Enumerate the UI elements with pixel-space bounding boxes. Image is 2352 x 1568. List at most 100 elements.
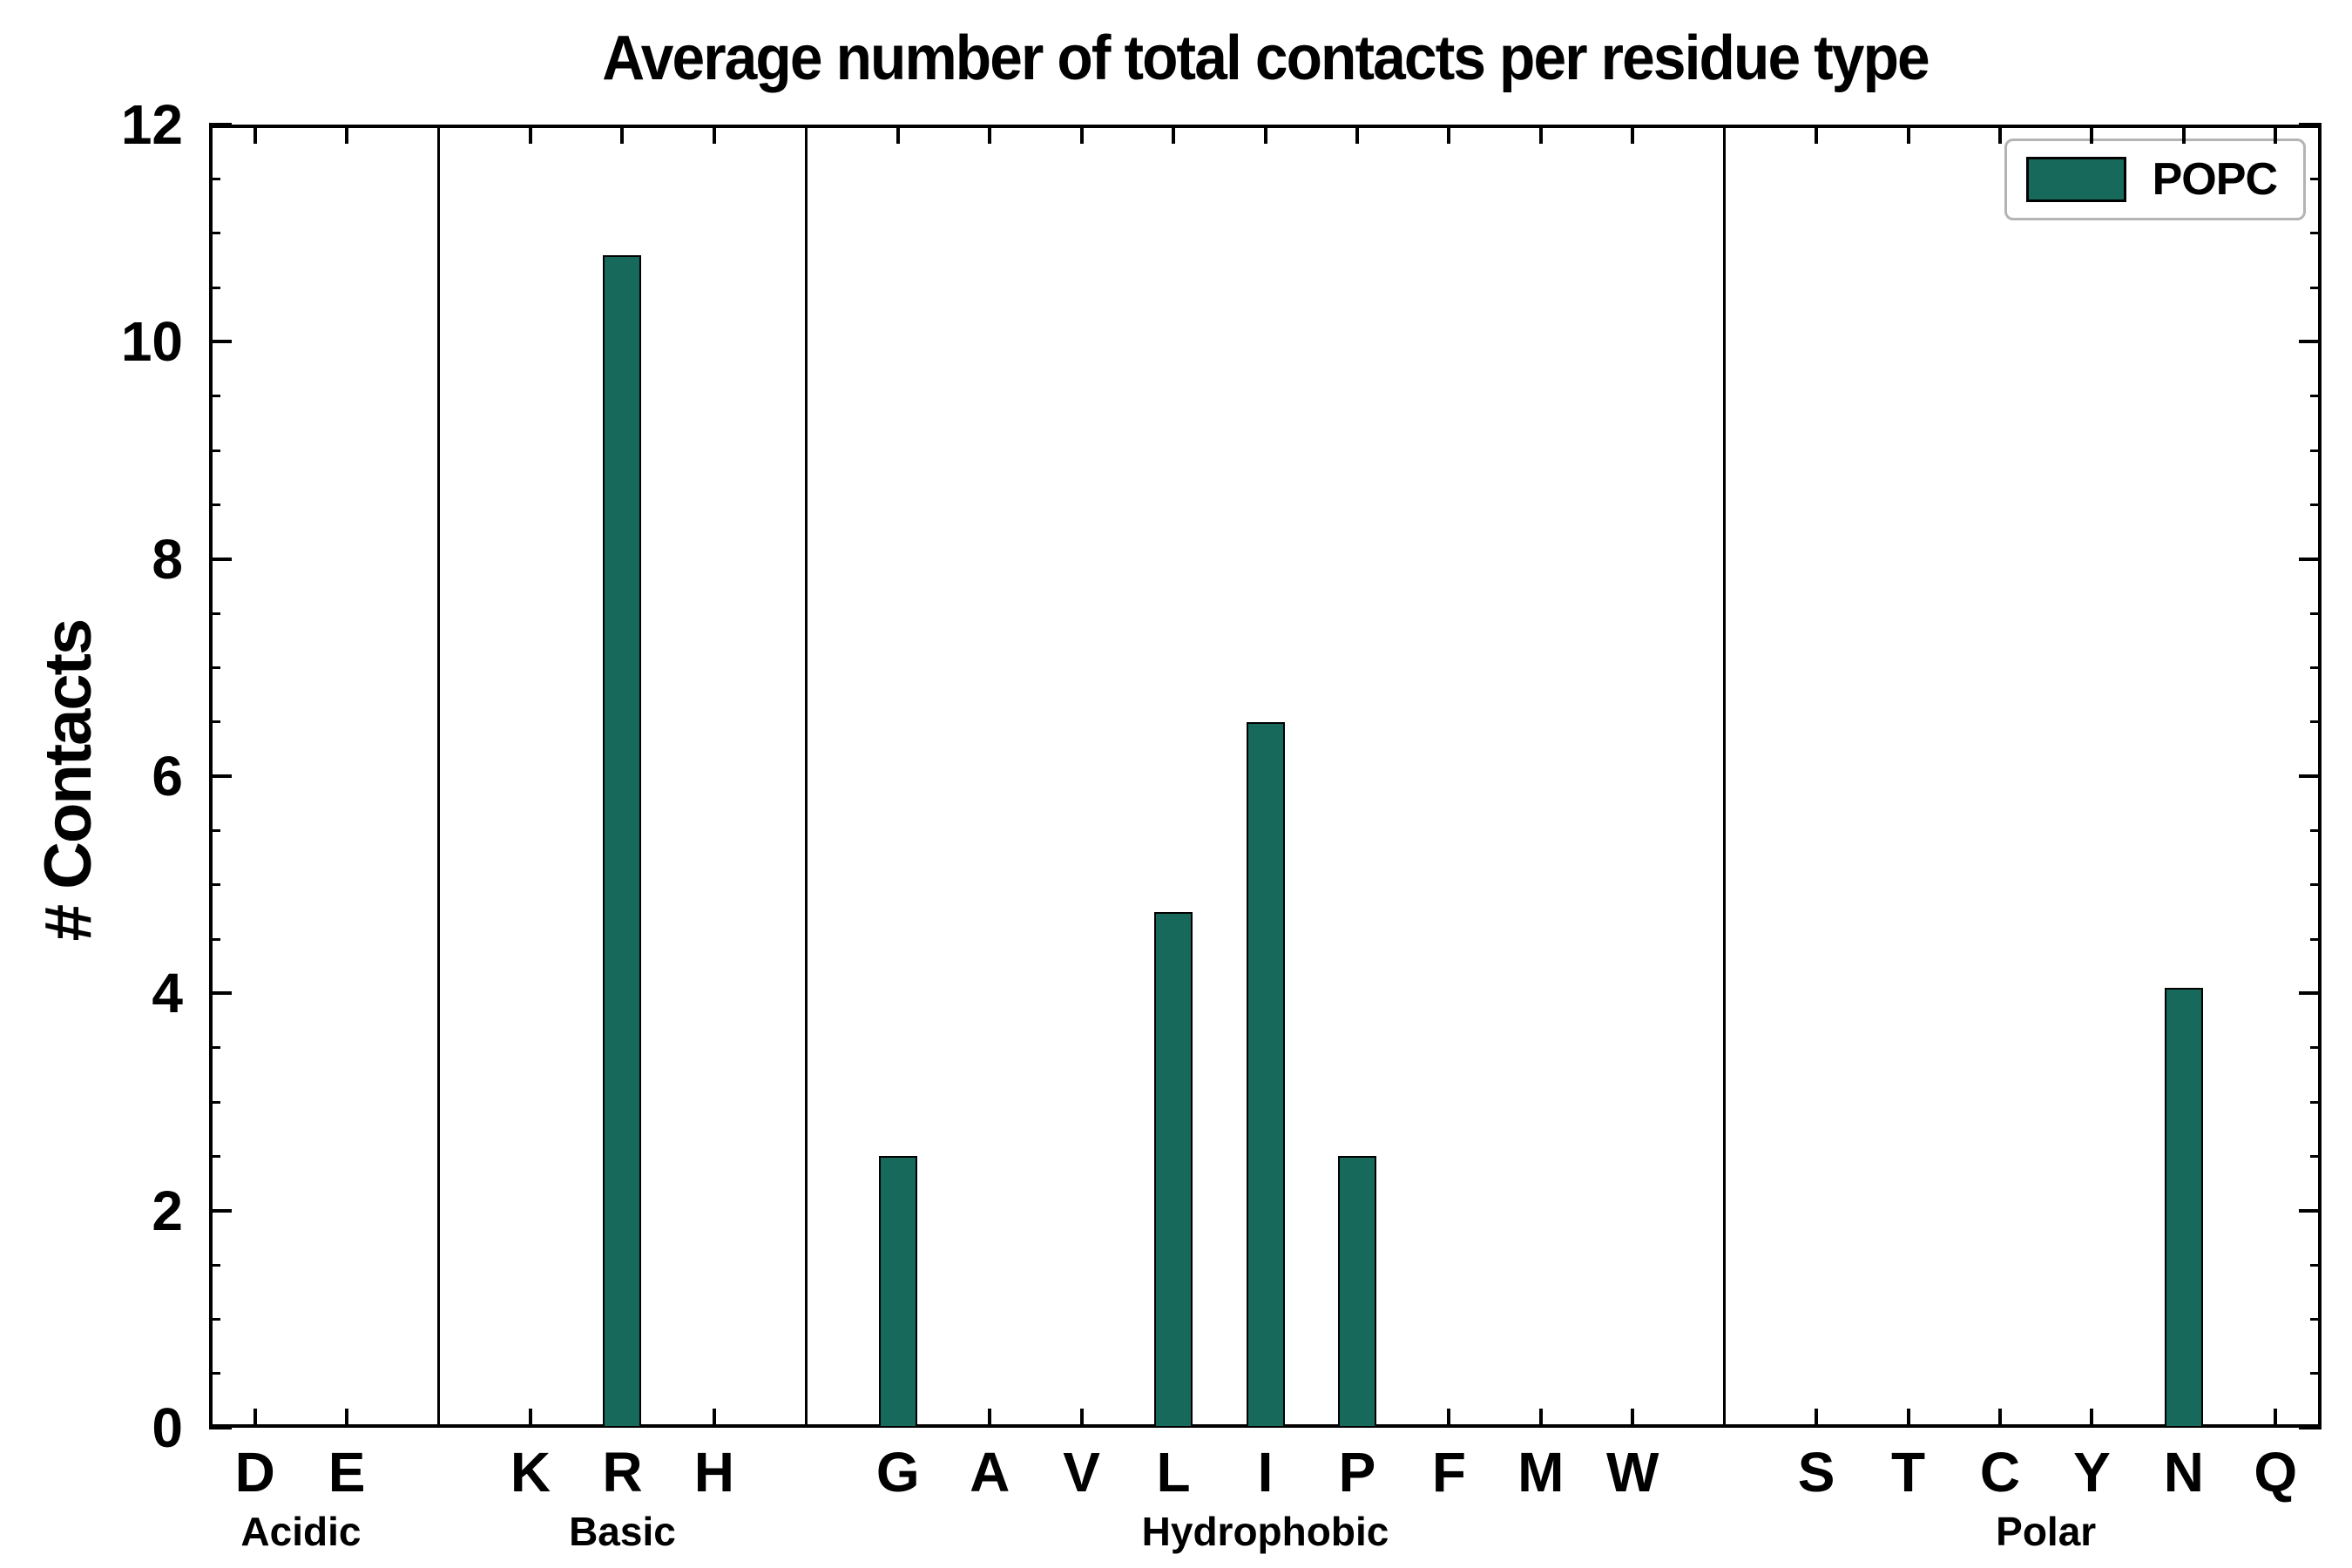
legend: POPC	[2004, 139, 2306, 220]
x-tick-top	[896, 125, 900, 144]
y-tick-left	[209, 1263, 220, 1267]
y-tick-left	[209, 177, 220, 180]
x-tick-top	[1263, 125, 1267, 144]
x-tick-label-P: P	[1338, 1441, 1376, 1504]
y-tick-left	[209, 828, 220, 832]
x-tick-top	[712, 125, 716, 144]
group-divider	[437, 125, 441, 1428]
y-tick-right	[2310, 449, 2322, 452]
bar-N	[2164, 988, 2203, 1428]
y-tick-right	[2299, 123, 2322, 126]
x-tick-bottom	[1815, 1409, 1819, 1428]
legend-swatch-icon	[2025, 157, 2126, 202]
x-tick-bottom	[1079, 1409, 1084, 1428]
y-tick-label: 8	[152, 527, 183, 591]
y-tick-left	[209, 1317, 220, 1321]
x-tick-label-I: I	[1257, 1441, 1274, 1504]
x-tick-label-Y: Y	[2073, 1441, 2111, 1504]
x-tick-label-D: D	[234, 1441, 275, 1504]
x-tick-label-R: R	[602, 1441, 643, 1504]
y-tick-right	[2310, 883, 2322, 887]
y-tick-right	[2310, 1100, 2322, 1104]
x-tick-label-S: S	[1797, 1441, 1835, 1504]
x-tick-top	[2090, 125, 2094, 144]
x-tick-top	[1172, 125, 1176, 144]
x-tick-top	[1997, 125, 2002, 144]
y-tick-left	[209, 1154, 220, 1158]
y-tick-right	[2310, 1263, 2322, 1267]
x-tick-label-C: C	[1979, 1441, 2021, 1504]
x-tick-label-N: N	[2163, 1441, 2204, 1504]
y-tick-left	[209, 395, 220, 398]
x-tick-bottom	[253, 1409, 257, 1428]
y-tick-left	[209, 1208, 232, 1213]
x-tick-top	[620, 125, 625, 144]
y-tick-left	[209, 503, 220, 506]
x-tick-top	[2181, 125, 2186, 144]
y-tick-left	[209, 449, 220, 452]
y-tick-right	[2310, 1046, 2322, 1050]
x-tick-bottom	[1447, 1409, 1451, 1428]
bar-L	[1154, 911, 1193, 1428]
y-tick-label: 4	[152, 962, 183, 1025]
y-tick-left	[209, 774, 232, 778]
x-tick-label-H: H	[693, 1441, 734, 1504]
y-tick-right	[2310, 937, 2322, 941]
y-tick-right	[2310, 720, 2322, 724]
x-tick-bottom	[712, 1409, 716, 1428]
y-tick-label: 0	[152, 1396, 183, 1459]
y-tick-left	[209, 612, 220, 615]
x-tick-top	[1631, 125, 1635, 144]
y-tick-left	[209, 991, 232, 996]
x-tick-label-K: K	[510, 1441, 551, 1504]
group-label-hydrophobic: Hydrophobic	[1141, 1509, 1389, 1554]
x-tick-bottom	[345, 1409, 349, 1428]
x-tick-label-W: W	[1606, 1441, 1659, 1504]
x-tick-bottom	[529, 1409, 533, 1428]
y-tick-left	[209, 1100, 220, 1104]
x-tick-label-V: V	[1063, 1441, 1100, 1504]
x-tick-label-L: L	[1156, 1441, 1191, 1504]
y-tick-right	[2299, 1426, 2322, 1429]
y-tick-left	[209, 232, 220, 235]
x-tick-label-F: F	[1431, 1441, 1466, 1504]
y-tick-label: 12	[120, 93, 183, 156]
x-tick-bottom	[1631, 1409, 1635, 1428]
y-tick-right	[2310, 1154, 2322, 1158]
y-tick-right	[2299, 1208, 2322, 1213]
x-tick-top	[2274, 125, 2278, 144]
chart-title: Average number of total contacts per res…	[602, 24, 1930, 93]
y-tick-left	[209, 883, 220, 887]
y-tick-label: 2	[152, 1179, 183, 1242]
y-tick-label: 6	[152, 745, 183, 808]
y-tick-right	[2310, 1317, 2322, 1321]
y-tick-right	[2310, 232, 2322, 235]
y-tick-right	[2310, 395, 2322, 398]
x-tick-label-T: T	[1890, 1441, 1926, 1504]
x-tick-top	[345, 125, 349, 144]
x-tick-top	[529, 125, 533, 144]
x-tick-top	[1815, 125, 1819, 144]
x-tick-label-A: A	[970, 1441, 1010, 1504]
y-tick-right	[2310, 666, 2322, 669]
y-tick-left	[209, 1046, 220, 1050]
y-tick-left	[209, 286, 220, 289]
y-tick-right	[2299, 557, 2322, 561]
y-tick-right	[2310, 177, 2322, 180]
x-tick-top	[1538, 125, 1543, 144]
x-tick-bottom	[1997, 1409, 2002, 1428]
x-tick-top	[1355, 125, 1359, 144]
x-tick-bottom	[1538, 1409, 1543, 1428]
y-tick-left	[209, 123, 232, 126]
x-tick-label-M: M	[1517, 1441, 1565, 1504]
legend-label: POPC	[2152, 154, 2278, 205]
y-tick-left	[209, 720, 220, 724]
group-label-polar: Polar	[1996, 1509, 2097, 1554]
group-label-acidic: Acidic	[240, 1509, 362, 1554]
x-tick-top	[1079, 125, 1084, 144]
y-tick-left	[209, 557, 232, 561]
y-tick-right	[2299, 991, 2322, 996]
y-tick-left	[209, 937, 220, 941]
x-tick-label-G: G	[875, 1441, 920, 1504]
